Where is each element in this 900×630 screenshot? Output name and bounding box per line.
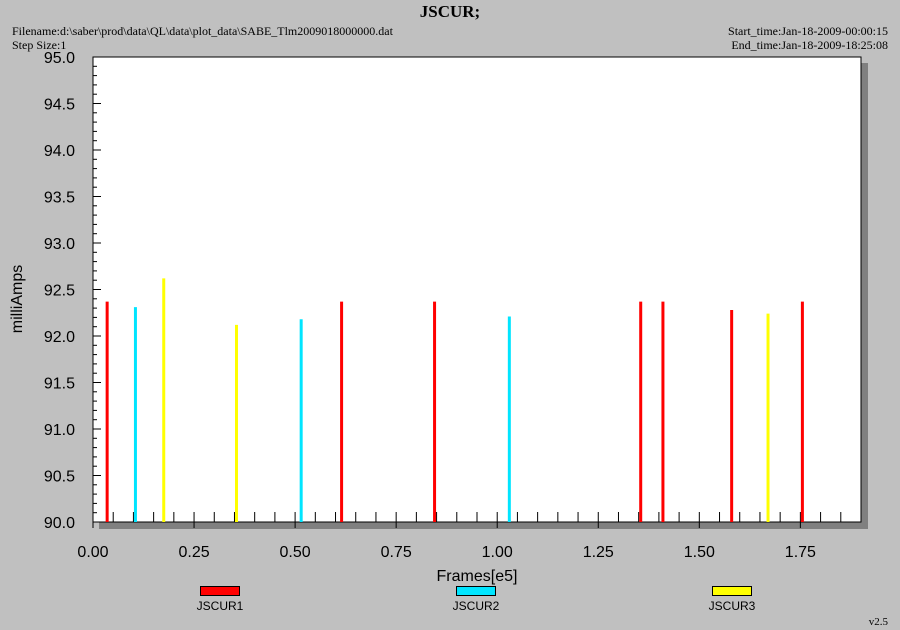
- y-tick-label: 90.5: [44, 469, 75, 486]
- legend-label: JSCUR3: [708, 599, 756, 613]
- x-tick-label: 0.75: [381, 544, 412, 561]
- filename-label: Filename:d:\saber\prod\data\QL\data\plot…: [12, 24, 393, 38]
- x-tick-label: 1.00: [482, 544, 513, 561]
- y-tick-label: 93.0: [44, 236, 75, 253]
- y-tick-label: 93.5: [44, 190, 75, 207]
- step-size-label: Step Size:1: [12, 38, 67, 52]
- y-tick-label: 91.5: [44, 376, 75, 393]
- y-tick-label: 90.0: [44, 515, 75, 532]
- legend-item-jscur1: JSCUR1: [170, 586, 270, 613]
- version-label: v2.5: [868, 616, 888, 628]
- legend-item-jscur3: JSCUR3: [682, 586, 782, 613]
- start-time-label: Start_time:Jan-18-2009-00:00:15: [728, 24, 888, 38]
- y-tick-label: 95.0: [44, 50, 75, 67]
- data-marks: [105, 278, 804, 522]
- x-tick-label: 0.25: [178, 544, 209, 561]
- legend-label: JSCUR1: [196, 599, 244, 613]
- plot-area: [92, 56, 862, 523]
- x-tick-label: 0.50: [280, 544, 311, 561]
- legend-swatch: [200, 586, 240, 596]
- x-tick-label: 1.75: [785, 544, 816, 561]
- x-tick-label: 1.50: [684, 544, 715, 561]
- chart-title: JSCUR;: [419, 2, 481, 21]
- y-tick-label: 91.0: [44, 422, 75, 439]
- x-tick-label: 0.00: [77, 544, 108, 561]
- y-tick-label: 94.5: [44, 97, 75, 114]
- axes-group: 90.0 90.5 91.0 91.5 92.0 92.5 93.0 93.5 94.0 94.5…: [44, 50, 842, 561]
- x-axis-label: Frames[e5]: [437, 568, 518, 585]
- x-tick-label: 1.25: [583, 544, 614, 561]
- y-tick-label: 94.0: [44, 143, 75, 160]
- legend-label: JSCUR2: [452, 599, 500, 613]
- y-tick-label: 92.0: [44, 329, 75, 346]
- legend-item-jscur2: JSCUR2: [426, 586, 526, 613]
- y-tick-label: 92.5: [44, 283, 75, 300]
- end-time-label: End_time:Jan-18-2009-18:25:08: [731, 38, 888, 52]
- y-axis-label: milliAmps: [9, 265, 26, 333]
- legend-swatch: [712, 586, 752, 596]
- legend-swatch: [456, 586, 496, 596]
